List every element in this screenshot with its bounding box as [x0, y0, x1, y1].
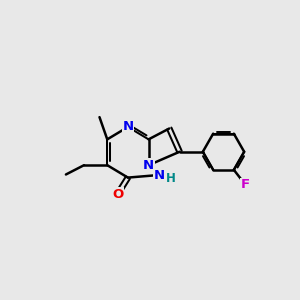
Text: N: N [153, 169, 164, 182]
Text: F: F [241, 178, 250, 191]
Text: O: O [112, 188, 123, 201]
Text: N: N [122, 121, 134, 134]
Text: N: N [143, 159, 154, 172]
Text: H: H [166, 172, 176, 185]
